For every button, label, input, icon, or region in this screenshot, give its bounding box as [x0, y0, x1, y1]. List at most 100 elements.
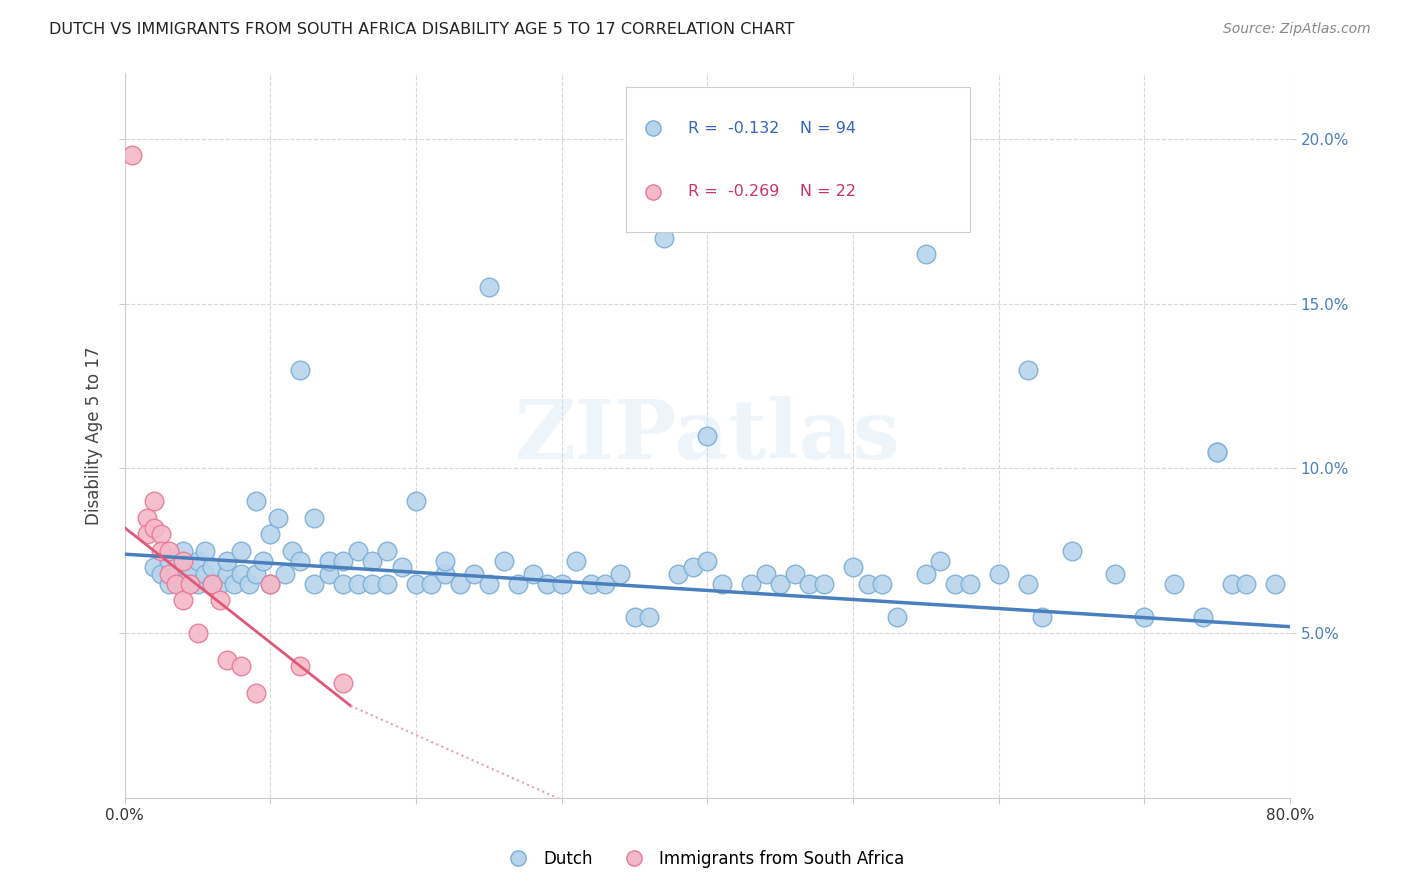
- Point: [172, 554, 194, 568]
- Point: [915, 566, 938, 581]
- Point: [172, 577, 194, 591]
- Point: [522, 566, 544, 581]
- Point: [121, 148, 143, 162]
- Point: [187, 577, 209, 591]
- Point: [215, 554, 238, 568]
- Point: [318, 554, 340, 568]
- Point: [943, 577, 966, 591]
- Point: [361, 577, 384, 591]
- Point: [347, 577, 370, 591]
- Point: [434, 566, 457, 581]
- Point: [157, 544, 180, 558]
- Point: [274, 566, 297, 581]
- Point: [740, 577, 762, 591]
- Point: [856, 577, 879, 591]
- Point: [201, 577, 224, 591]
- Point: [609, 566, 631, 581]
- Point: [361, 554, 384, 568]
- Point: [187, 554, 209, 568]
- Point: [302, 511, 325, 525]
- Point: [252, 554, 274, 568]
- Point: [267, 511, 290, 525]
- Point: [157, 566, 180, 581]
- Point: [245, 566, 267, 581]
- Point: [696, 554, 718, 568]
- Point: [886, 609, 908, 624]
- Point: [179, 577, 201, 591]
- Point: [135, 527, 157, 541]
- Point: [1133, 609, 1156, 624]
- Legend: Dutch, Immigrants from South Africa: Dutch, Immigrants from South Africa: [495, 844, 911, 875]
- Point: [201, 560, 224, 574]
- Point: [666, 566, 689, 581]
- Point: [492, 554, 515, 568]
- Point: [1017, 577, 1039, 591]
- Point: [682, 560, 704, 574]
- Point: [478, 280, 501, 294]
- Point: [179, 560, 201, 574]
- Point: [231, 659, 253, 673]
- Point: [143, 494, 166, 508]
- Point: [915, 247, 938, 261]
- Point: [165, 566, 187, 581]
- Point: [215, 566, 238, 581]
- Point: [391, 560, 413, 574]
- Point: [449, 577, 471, 591]
- Point: [143, 560, 166, 574]
- Point: [1031, 609, 1053, 624]
- Point: [755, 566, 778, 581]
- Point: [222, 577, 245, 591]
- Text: Source: ZipAtlas.com: Source: ZipAtlas.com: [1223, 22, 1371, 37]
- Point: [652, 231, 675, 245]
- Point: [165, 577, 187, 591]
- Point: [551, 577, 574, 591]
- Point: [579, 577, 602, 591]
- Point: [595, 577, 617, 591]
- Point: [215, 653, 238, 667]
- Point: [419, 577, 441, 591]
- Point: [1220, 577, 1243, 591]
- Point: [150, 544, 173, 558]
- Point: [172, 593, 194, 607]
- Point: [259, 577, 281, 591]
- Point: [135, 511, 157, 525]
- Point: [194, 544, 217, 558]
- Point: [434, 554, 457, 568]
- Text: DUTCH VS IMMIGRANTS FROM SOUTH AFRICA DISABILITY AGE 5 TO 17 CORRELATION CHART: DUTCH VS IMMIGRANTS FROM SOUTH AFRICA DI…: [49, 22, 794, 37]
- Point: [179, 566, 201, 581]
- Point: [1060, 544, 1083, 558]
- Point: [231, 566, 253, 581]
- Point: [143, 521, 166, 535]
- Point: [259, 527, 281, 541]
- Point: [1191, 609, 1213, 624]
- Point: [281, 544, 304, 558]
- Point: [332, 577, 354, 591]
- Point: [536, 577, 558, 591]
- Point: [783, 566, 806, 581]
- Point: [463, 566, 485, 581]
- Point: [157, 554, 180, 568]
- Point: [769, 577, 792, 591]
- Point: [245, 494, 267, 508]
- Point: [623, 609, 645, 624]
- Point: [711, 577, 734, 591]
- Point: [150, 566, 173, 581]
- Point: [375, 544, 398, 558]
- Point: [288, 362, 311, 376]
- Point: [405, 577, 427, 591]
- Point: [288, 554, 311, 568]
- Point: [150, 527, 173, 541]
- Point: [201, 577, 224, 591]
- Point: [870, 577, 893, 591]
- Point: [813, 577, 835, 591]
- Point: [959, 577, 981, 591]
- Point: [1206, 445, 1229, 459]
- Point: [1234, 577, 1257, 591]
- Point: [187, 626, 209, 640]
- Point: [478, 577, 501, 591]
- Point: [696, 428, 718, 442]
- Point: [565, 554, 588, 568]
- Point: [172, 544, 194, 558]
- Point: [194, 566, 217, 581]
- Point: [238, 577, 260, 591]
